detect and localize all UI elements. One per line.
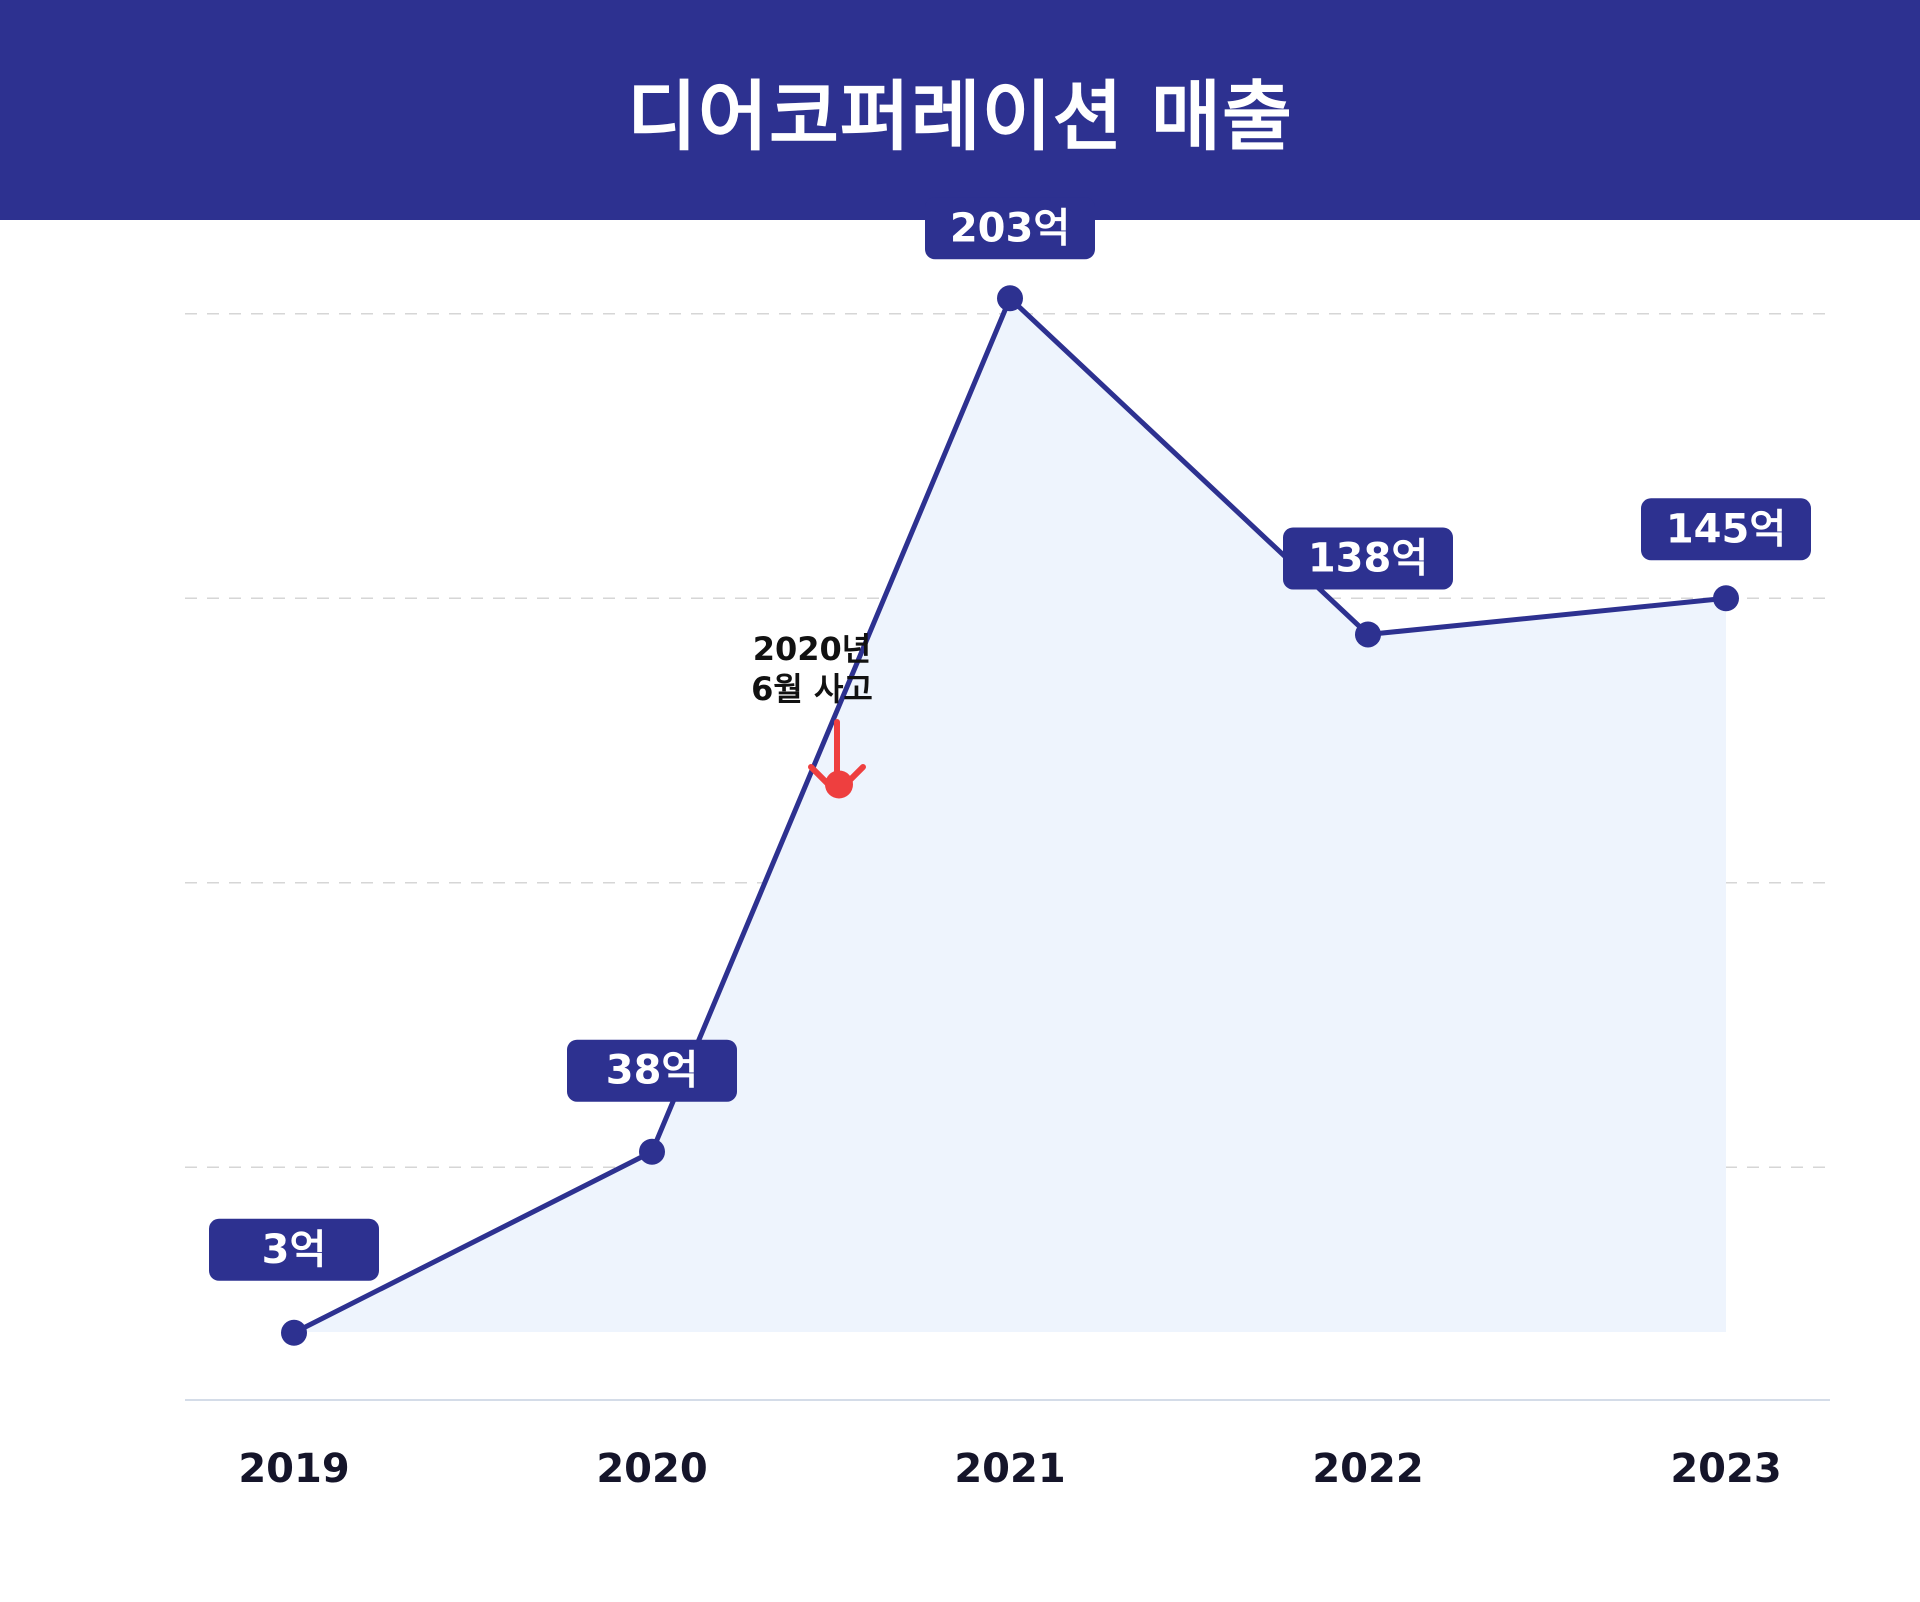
data-point-2022 (1355, 621, 1381, 648)
data-label-2020: 38억 (567, 1039, 737, 1102)
data-label-2023: 145억 (1641, 498, 1811, 561)
data-label-badge (925, 197, 1095, 260)
data-label-text: 3억 (262, 1227, 327, 1273)
x-tick-2022: 2022 (1312, 1446, 1423, 1492)
area-fill (294, 298, 1726, 1333)
data-label-text: 138억 (1308, 535, 1428, 581)
event-annotation-text: 2020년 (753, 630, 872, 668)
event-annotation-text: 6월 사고 (751, 670, 873, 708)
data-label-text: 203억 (950, 205, 1070, 251)
data-label-2022: 138억 (1283, 527, 1453, 590)
x-tick-2020: 2020 (596, 1446, 707, 1492)
data-label-badge (209, 1218, 379, 1281)
data-point-2019 (281, 1319, 307, 1346)
x-tick-2023: 2023 (1670, 1446, 1781, 1492)
data-label-badge (1283, 527, 1453, 590)
data-label-badge (1641, 498, 1811, 561)
chart-header: 디어코퍼레이션 매출 (0, 0, 1920, 220)
x-tick-2019: 2019 (238, 1446, 349, 1492)
data-label-2021: 203억 (925, 197, 1095, 260)
data-point-2021 (997, 285, 1023, 312)
data-label-2019: 3억 (209, 1218, 379, 1281)
data-point-2023 (1713, 585, 1739, 612)
data-point-2020 (639, 1138, 665, 1165)
data-label-badge (567, 1039, 737, 1102)
data-label-text: 38억 (606, 1048, 698, 1094)
chart-title: 디어코퍼레이션 매출 (627, 72, 1293, 161)
x-tick-2021: 2021 (954, 1446, 1065, 1492)
event-point (825, 770, 853, 799)
data-label-text: 145억 (1666, 506, 1786, 552)
